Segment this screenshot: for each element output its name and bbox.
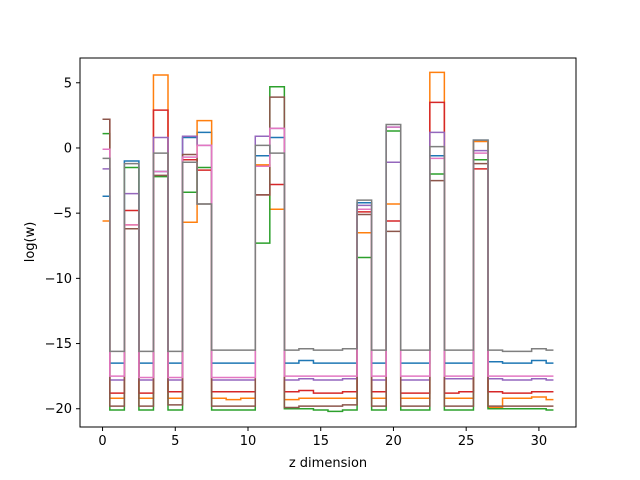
x-axis-label: z dimension (289, 456, 367, 471)
series-layer (102, 71, 554, 413)
x-tick-label: 10 (240, 434, 257, 449)
y-tick-label: 5 (64, 76, 72, 91)
x-tick-label: 25 (458, 434, 475, 449)
y-axis: 5 0 −5 −10 −15 −20 (45, 76, 80, 417)
series-line-7 (102, 126, 554, 379)
x-tick-label: 15 (312, 434, 329, 449)
x-tick-label: 30 (531, 434, 548, 449)
x-tick-label: 20 (385, 434, 402, 449)
y-tick-label: −10 (45, 272, 72, 287)
x-tick-label: 0 (98, 434, 106, 449)
y-tick-label: −20 (45, 402, 72, 417)
y-tick-label: −5 (53, 207, 72, 222)
x-tick-label: 5 (171, 434, 179, 449)
plot-frame (79, 57, 577, 428)
y-tick-label: 0 (64, 141, 72, 156)
y-tick-label: −15 (45, 337, 72, 352)
series-line-6 (102, 96, 554, 409)
y-axis-label: log(w) (23, 222, 38, 263)
series-line-8 (102, 123, 554, 353)
x-axis: 0 5 10 15 20 25 30 (98, 427, 547, 449)
